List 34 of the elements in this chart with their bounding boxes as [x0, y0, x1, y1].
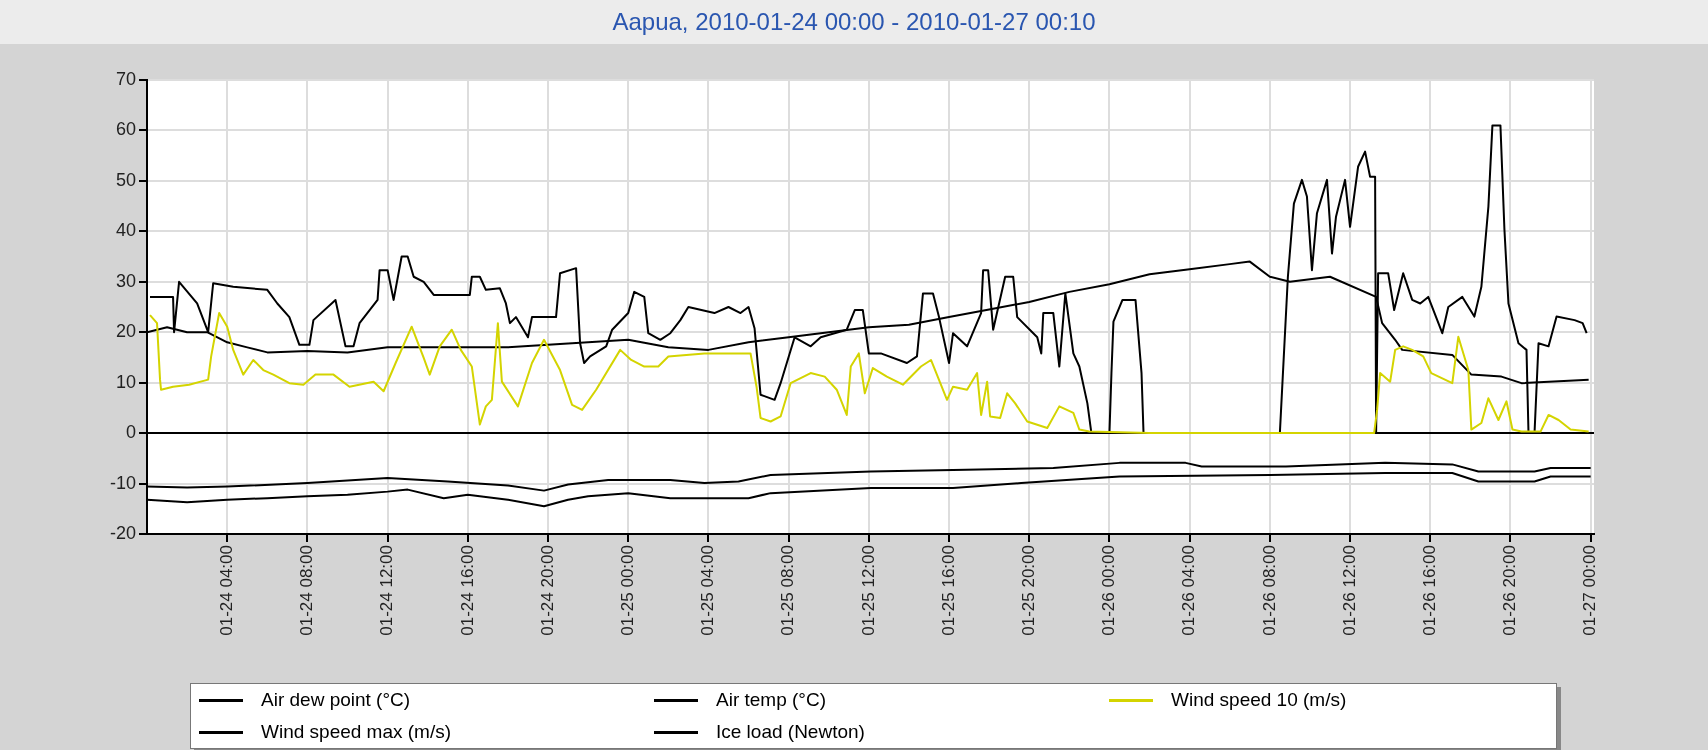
- y-tick-label: 20: [115, 321, 136, 342]
- x-tick-label: 01-25 00:00: [617, 545, 637, 636]
- x-tick-label: 01-25 16:00: [938, 545, 958, 636]
- x-tick-label: 01-26 08:00: [1259, 545, 1279, 636]
- y-tick-label: 0: [125, 422, 136, 443]
- x-tick-label: 01-25 08:00: [778, 545, 798, 636]
- x-tick-label: 01-26 00:00: [1099, 545, 1119, 636]
- legend-label: Air temp (°C): [716, 689, 826, 711]
- legend-label: Ice load (Newton): [716, 721, 865, 743]
- legend-label: Wind speed max (m/s): [261, 721, 452, 743]
- y-tick-label: -20: [109, 522, 136, 543]
- x-tick-label: 01-25 12:00: [858, 545, 878, 636]
- x-tick-label: 01-26 12:00: [1339, 545, 1359, 636]
- x-tick-label: 01-27 00:00: [1580, 545, 1600, 636]
- x-tick-label: 01-25 04:00: [698, 545, 718, 636]
- x-tick-label: 01-26 04:00: [1179, 545, 1199, 636]
- x-tick-label: 01-25 20:00: [1018, 545, 1038, 636]
- y-tick-label: 70: [115, 68, 136, 89]
- x-tick-label: 01-24 04:00: [216, 545, 236, 636]
- y-tick-label: -10: [109, 472, 136, 493]
- legend-label: Wind speed 10 (m/s): [1171, 689, 1347, 711]
- y-tick-label: 10: [115, 371, 136, 392]
- legend-label: Air dew point (°C): [261, 689, 411, 711]
- x-tick-label: 01-24 08:00: [297, 545, 317, 636]
- x-tick-label: 01-24 20:00: [537, 545, 557, 636]
- chart-title: Aapua, 2010-01-24 00:00 - 2010-01-27 00:10: [0, 0, 1708, 44]
- y-tick-label: 50: [115, 169, 136, 190]
- y-tick-label: 60: [115, 119, 136, 140]
- y-tick-label: 30: [115, 270, 136, 291]
- x-tick-label: 01-26 16:00: [1419, 545, 1439, 636]
- y-tick-label: 40: [115, 220, 136, 241]
- x-tick-label: 01-26 20:00: [1500, 545, 1520, 636]
- x-tick-label: 01-24 12:00: [377, 545, 397, 636]
- x-tick-label: 01-24 16:00: [457, 545, 477, 636]
